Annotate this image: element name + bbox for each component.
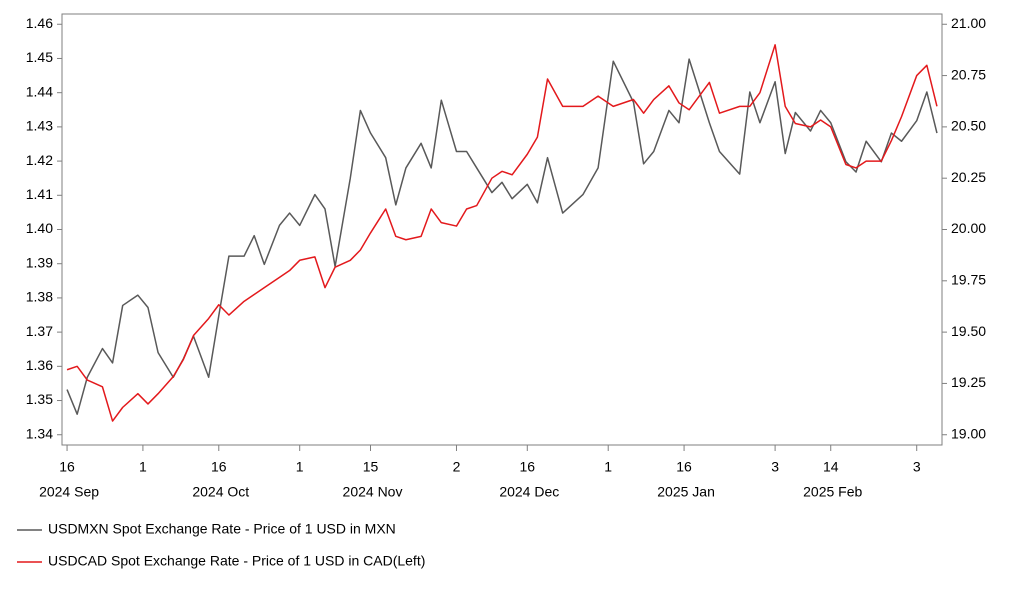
- y-tick-label: 1.36: [26, 357, 53, 373]
- y2-tick-label: 20.00: [951, 220, 986, 236]
- y-tick-label: 1.39: [26, 254, 53, 270]
- y-tick-label: 1.46: [26, 15, 53, 31]
- x-group-label: 2024 Nov: [343, 484, 403, 500]
- x-group-label: 2025 Feb: [803, 484, 862, 500]
- series-line: [66, 44, 938, 422]
- x-tick-label: 3: [913, 459, 921, 475]
- y-tick-label: 1.35: [26, 391, 53, 407]
- y-tick-label: 1.34: [26, 425, 53, 441]
- x-group-label: 2024 Dec: [499, 484, 559, 500]
- plot-frame: [61, 13, 943, 446]
- y-tick-label: 1.40: [26, 220, 53, 236]
- y2-tick-label: 21.00: [951, 15, 986, 31]
- legend-label: USDMXN Spot Exchange Rate - Price of 1 U…: [48, 521, 396, 537]
- x-group-label: 2025 Jan: [657, 484, 715, 500]
- x-tick-label: 16: [211, 459, 227, 475]
- y2-tick-label: 19.50: [951, 323, 986, 339]
- legend-label: USDCAD Spot Exchange Rate - Price of 1 U…: [48, 553, 425, 569]
- x-group-label: 2024 Sep: [39, 484, 99, 500]
- x-tick-label: 2: [453, 459, 461, 475]
- y2-tick-label: 20.50: [951, 118, 986, 134]
- y-tick-label: 1.41: [26, 186, 53, 202]
- y-tick-label: 1.45: [26, 49, 53, 65]
- y-tick-label: 1.38: [26, 289, 53, 305]
- y-tick-label: 1.37: [26, 323, 53, 339]
- y2-tick-label: 20.25: [951, 169, 986, 185]
- x-tick-label: 15: [363, 459, 379, 475]
- x-tick-label: 1: [604, 459, 612, 475]
- x-tick-label: 16: [519, 459, 535, 475]
- x-tick-label: 1: [139, 459, 147, 475]
- x-tick-label: 16: [59, 459, 75, 475]
- x-group-label: 2024 Oct: [192, 484, 249, 500]
- series-line: [66, 58, 938, 415]
- y2-tick-label: 19.25: [951, 374, 986, 390]
- y-tick-label: 1.44: [26, 83, 53, 99]
- y2-tick-label: 19.00: [951, 425, 986, 441]
- y-tick-label: 1.43: [26, 118, 53, 134]
- y2-tick-label: 20.75: [951, 66, 986, 82]
- x-tick-label: 16: [676, 459, 692, 475]
- x-tick-label: 3: [771, 459, 779, 475]
- x-tick-label: 1: [296, 459, 304, 475]
- y2-tick-label: 19.75: [951, 272, 986, 288]
- x-tick-label: 14: [823, 459, 839, 475]
- y-tick-label: 1.42: [26, 152, 53, 168]
